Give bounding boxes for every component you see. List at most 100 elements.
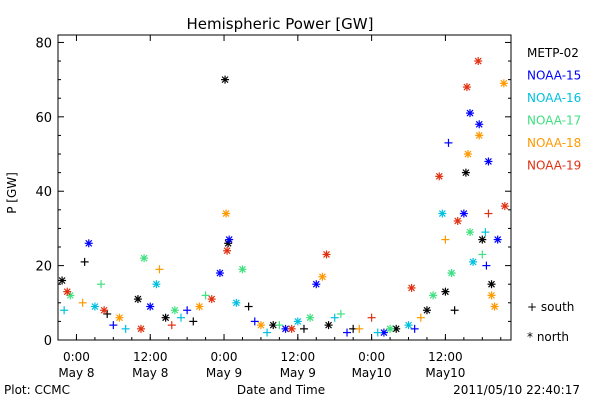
- point-noaa-15: [84, 239, 93, 248]
- point-noaa-19: [207, 295, 216, 304]
- point-noaa-17: [201, 291, 210, 300]
- y-tick-label: 40: [35, 185, 52, 200]
- x-tick-label-date: May 8: [132, 366, 168, 380]
- point-noaa-16: [469, 257, 478, 266]
- point-noaa-16: [121, 324, 130, 333]
- point-noaa-16: [176, 313, 185, 322]
- point-noaa-19: [287, 324, 296, 333]
- point-noaa-16: [232, 298, 241, 307]
- x-axis: 0:00 May 8 12:00 May 8 0:00 May 9 12:00 May 9 0:…: [58, 35, 502, 380]
- point-noaa-15: [312, 280, 321, 289]
- point-noaa-19: [462, 83, 471, 92]
- point-noaa-18: [115, 313, 124, 322]
- point-noaa-17: [447, 269, 456, 278]
- point-noaa-18: [222, 209, 231, 218]
- point-noaa-16: [90, 302, 99, 311]
- point-metp-02: [299, 324, 308, 333]
- point-noaa-19: [322, 250, 331, 259]
- point-noaa-15: [109, 321, 118, 330]
- point-noaa-17: [466, 228, 475, 237]
- point-noaa-17: [275, 321, 284, 330]
- point-noaa-18: [195, 302, 204, 311]
- x-axis-label: Date and Time: [237, 383, 325, 397]
- point-metp-02: [80, 257, 89, 266]
- y-tick-label: 60: [35, 111, 52, 126]
- point-noaa-18: [256, 321, 265, 330]
- legend-noaa-17: NOAA-17: [527, 114, 581, 128]
- point-noaa-19: [367, 313, 376, 322]
- point-noaa-16: [263, 328, 272, 337]
- point-noaa-19: [137, 324, 146, 333]
- point-noaa-15: [466, 109, 475, 118]
- x-tick-label-date: May 9: [206, 366, 242, 380]
- point-noaa-19: [474, 57, 483, 66]
- point-noaa-16: [404, 321, 413, 330]
- legend-noaa-19: NOAA-19: [527, 159, 581, 173]
- x-tick-label-time: 12:00: [281, 350, 316, 364]
- point-noaa-19: [407, 283, 416, 292]
- y-tick-label: 20: [35, 260, 52, 275]
- point-noaa-19: [453, 216, 462, 225]
- point-noaa-19: [100, 306, 109, 315]
- point-noaa-17: [478, 250, 487, 259]
- legend-metp-02: METP-02: [527, 46, 579, 60]
- point-noaa-15: [459, 209, 468, 218]
- point-noaa-15: [215, 269, 224, 278]
- point-noaa-18: [355, 324, 364, 333]
- point-noaa-15: [343, 328, 352, 337]
- y-tick-label: 0: [44, 334, 52, 349]
- point-noaa-15: [493, 235, 502, 244]
- point-noaa-19: [223, 246, 232, 255]
- point-metp-02: [487, 280, 496, 289]
- point-metp-02: [441, 287, 450, 296]
- point-noaa-15: [444, 138, 453, 147]
- x-tick-label-time: 12:00: [428, 350, 463, 364]
- point-noaa-16: [481, 228, 490, 237]
- y-axis: 0 20 40 60 80: [35, 36, 511, 349]
- point-noaa-15: [225, 235, 234, 244]
- point-noaa-16: [60, 306, 69, 315]
- point-noaa-18: [416, 313, 425, 322]
- point-noaa-15: [475, 120, 484, 129]
- point-noaa-17: [386, 324, 395, 333]
- point-noaa-18: [441, 235, 450, 244]
- point-metp-02: [478, 235, 487, 244]
- x-tick-label-date: May 9: [280, 366, 316, 380]
- point-noaa-18: [490, 302, 499, 311]
- plot-frame: [57, 34, 512, 341]
- x-tick-label-time: 0:00: [211, 350, 238, 364]
- plot-credit: Plot: CCMC: [4, 383, 70, 397]
- point-metp-02: [189, 317, 198, 326]
- marker-legend-south: + south: [527, 300, 574, 314]
- plot-timestamp: 2011/05/10 22:40:17: [453, 383, 580, 397]
- point-noaa-17: [306, 313, 315, 322]
- x-tick-label-date: May10: [425, 366, 465, 380]
- point-noaa-18: [463, 150, 472, 159]
- marker-legend-north: * north: [527, 330, 569, 344]
- x-tick-label-time: 12:00: [133, 350, 168, 364]
- point-noaa-18: [499, 79, 508, 88]
- legend-noaa-18: NOAA-18: [527, 136, 581, 150]
- legend-noaa-15: NOAA-15: [527, 69, 581, 83]
- point-metp-02: [422, 306, 431, 315]
- x-tick-label-time: 0:00: [63, 350, 90, 364]
- point-noaa-17: [97, 280, 106, 289]
- point-metp-02: [450, 306, 459, 315]
- point-noaa-19: [63, 287, 72, 296]
- y-tick-label: 80: [35, 36, 52, 51]
- point-noaa-18: [318, 272, 327, 281]
- point-noaa-15: [484, 157, 493, 166]
- point-noaa-19: [500, 202, 509, 211]
- point-noaa-15: [482, 261, 491, 270]
- point-noaa-15: [146, 302, 155, 311]
- point-noaa-18: [78, 298, 87, 307]
- point-noaa-17: [140, 254, 149, 263]
- x-tick-label-date: May10: [352, 366, 392, 380]
- point-noaa-15: [183, 306, 192, 315]
- point-metp-02: [58, 276, 67, 285]
- point-noaa-17: [429, 291, 438, 300]
- chart-title: Hemispheric Power [GW]: [187, 15, 374, 33]
- point-noaa-16: [330, 313, 339, 322]
- marker-legend: + south * north: [527, 300, 574, 344]
- point-noaa-19: [167, 321, 176, 330]
